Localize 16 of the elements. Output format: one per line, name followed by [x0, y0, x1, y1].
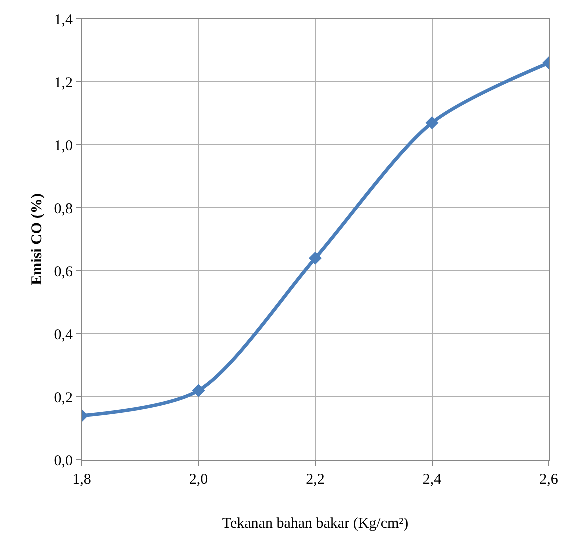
y-tick-label: 0,4 — [54, 327, 74, 344]
y-tick-label: 1,4 — [54, 12, 74, 28]
y-tick-label: 0,0 — [54, 453, 73, 470]
y-tick-label: 1,0 — [54, 138, 73, 154]
x-tick-label: 2,4 — [422, 472, 442, 488]
y-tick-label: 0,2 — [54, 390, 73, 406]
y-tick-label: 0,8 — [54, 201, 73, 218]
y-tick-label: 1,2 — [54, 75, 73, 92]
x-axis-title: Tekanan bahan bakar (Kg/cm²) — [222, 516, 409, 532]
x-tick-label: 2,0 — [189, 472, 208, 488]
y-axis-title: Emisi CO (%) — [30, 194, 46, 286]
x-tick-label: 2,6 — [540, 472, 559, 488]
x-tick-label: 2,2 — [306, 472, 325, 488]
point — [309, 252, 322, 265]
x-tick-label: 1,8 — [72, 472, 92, 488]
y-tick-label: 0,6 — [54, 264, 74, 280]
